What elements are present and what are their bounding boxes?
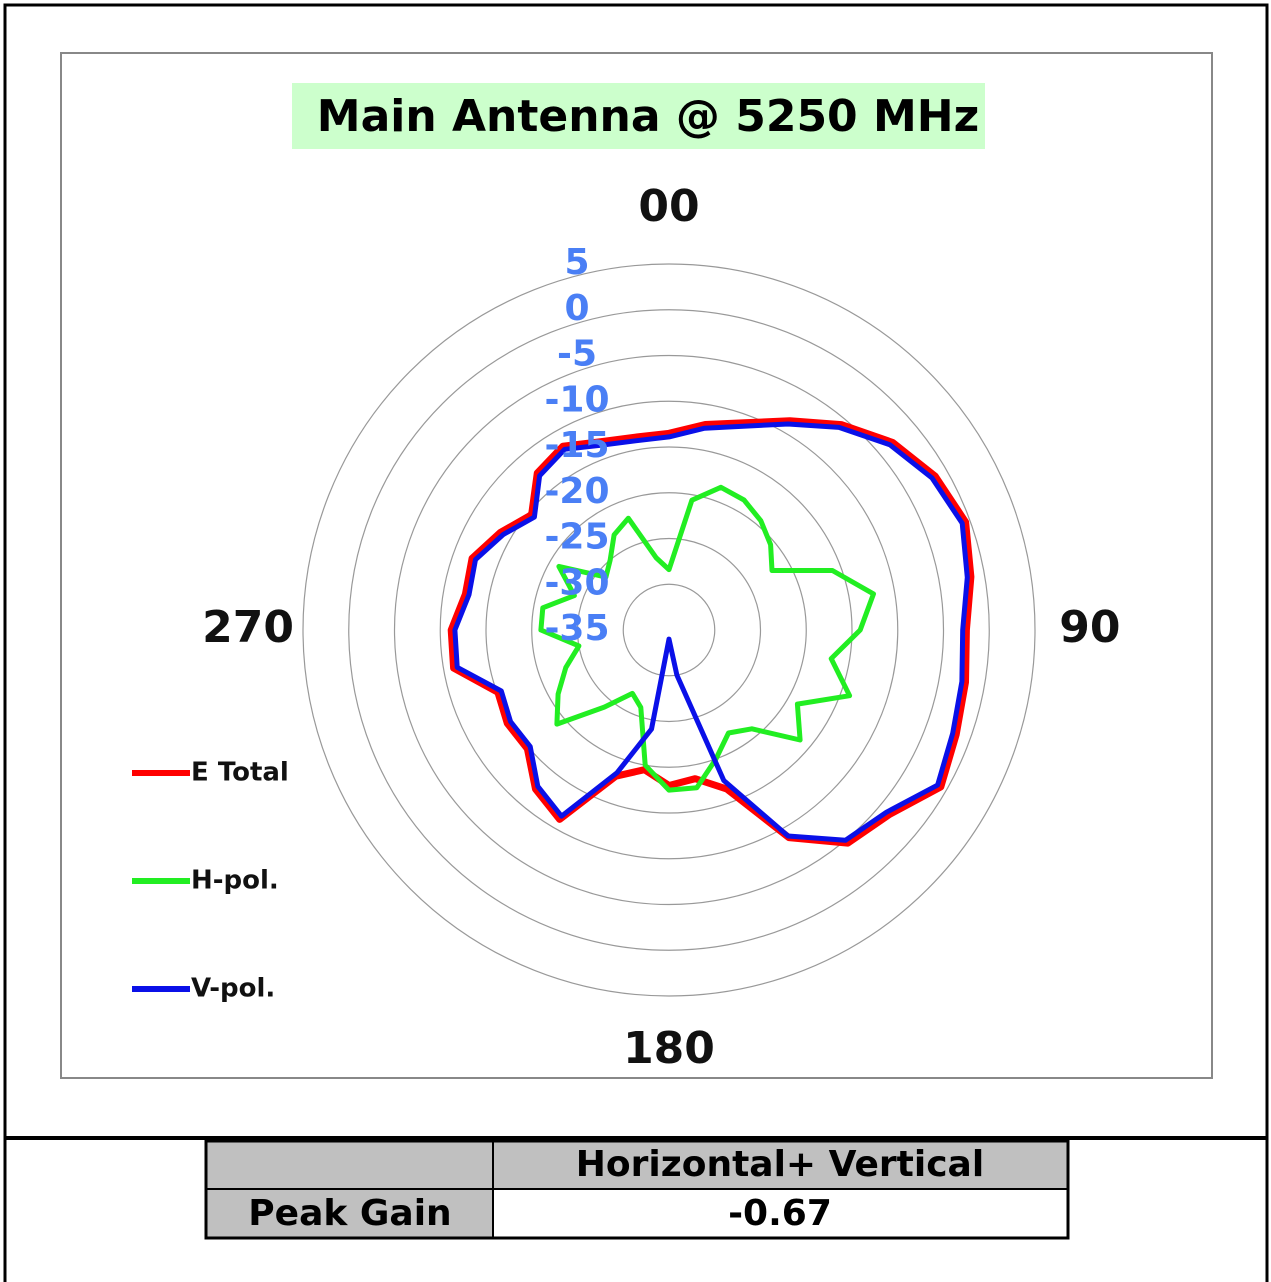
angle-label: 90	[1059, 602, 1120, 653]
peak-gain-value: -0.67	[728, 1193, 832, 1234]
angle-label: 00	[638, 181, 699, 232]
grid-ring	[531, 492, 807, 768]
outer-border	[3, 3, 1269, 1282]
legend-label: E Total	[191, 758, 289, 788]
title-background	[292, 83, 985, 149]
r-tick-label: 0	[564, 288, 589, 329]
legend-label: V-pol.	[191, 974, 275, 1004]
r-tick-label: 5	[564, 242, 589, 283]
value-cell	[493, 1189, 1068, 1238]
grid-ring	[302, 263, 1036, 997]
r-tick-label: -25	[544, 517, 609, 558]
grid-ring	[348, 309, 990, 951]
series-line	[447, 417, 975, 847]
r-tick-label: -15	[544, 425, 609, 466]
series-line	[452, 421, 970, 843]
grid-ring	[622, 583, 716, 677]
angle-label: 270	[202, 602, 294, 653]
chart-panel	[60, 52, 1213, 1079]
r-tick-label: -10	[544, 379, 609, 420]
grid-ring	[393, 354, 945, 906]
table: Horizontal+ Vertical Peak Gain -0.67	[204, 1139, 1070, 1240]
chart-title: Main Antenna @ 5250 MHz	[317, 91, 979, 142]
row-header-cell	[206, 1189, 493, 1238]
series-line	[538, 484, 876, 793]
column-header: Horizontal+ Vertical	[576, 1144, 984, 1185]
plot: 00 90 180 270 E Total H-pol. V-pol. 5 0 -5-10 -15 -…	[132, 181, 1121, 1074]
r-tick-label: -30	[544, 562, 609, 603]
grid-ring	[485, 446, 853, 814]
angle-label: 180	[623, 1023, 715, 1074]
grid-ring	[576, 537, 762, 723]
row-header: Peak Gain	[248, 1193, 451, 1234]
header-cell	[206, 1141, 493, 1189]
grid-ring	[439, 400, 899, 860]
r-tick-label: -20	[544, 471, 609, 512]
header-cell	[493, 1141, 1068, 1189]
r-tick-label: -5	[557, 334, 597, 375]
r-tick-label: -35	[544, 608, 609, 649]
legend-label: H-pol.	[191, 866, 279, 896]
